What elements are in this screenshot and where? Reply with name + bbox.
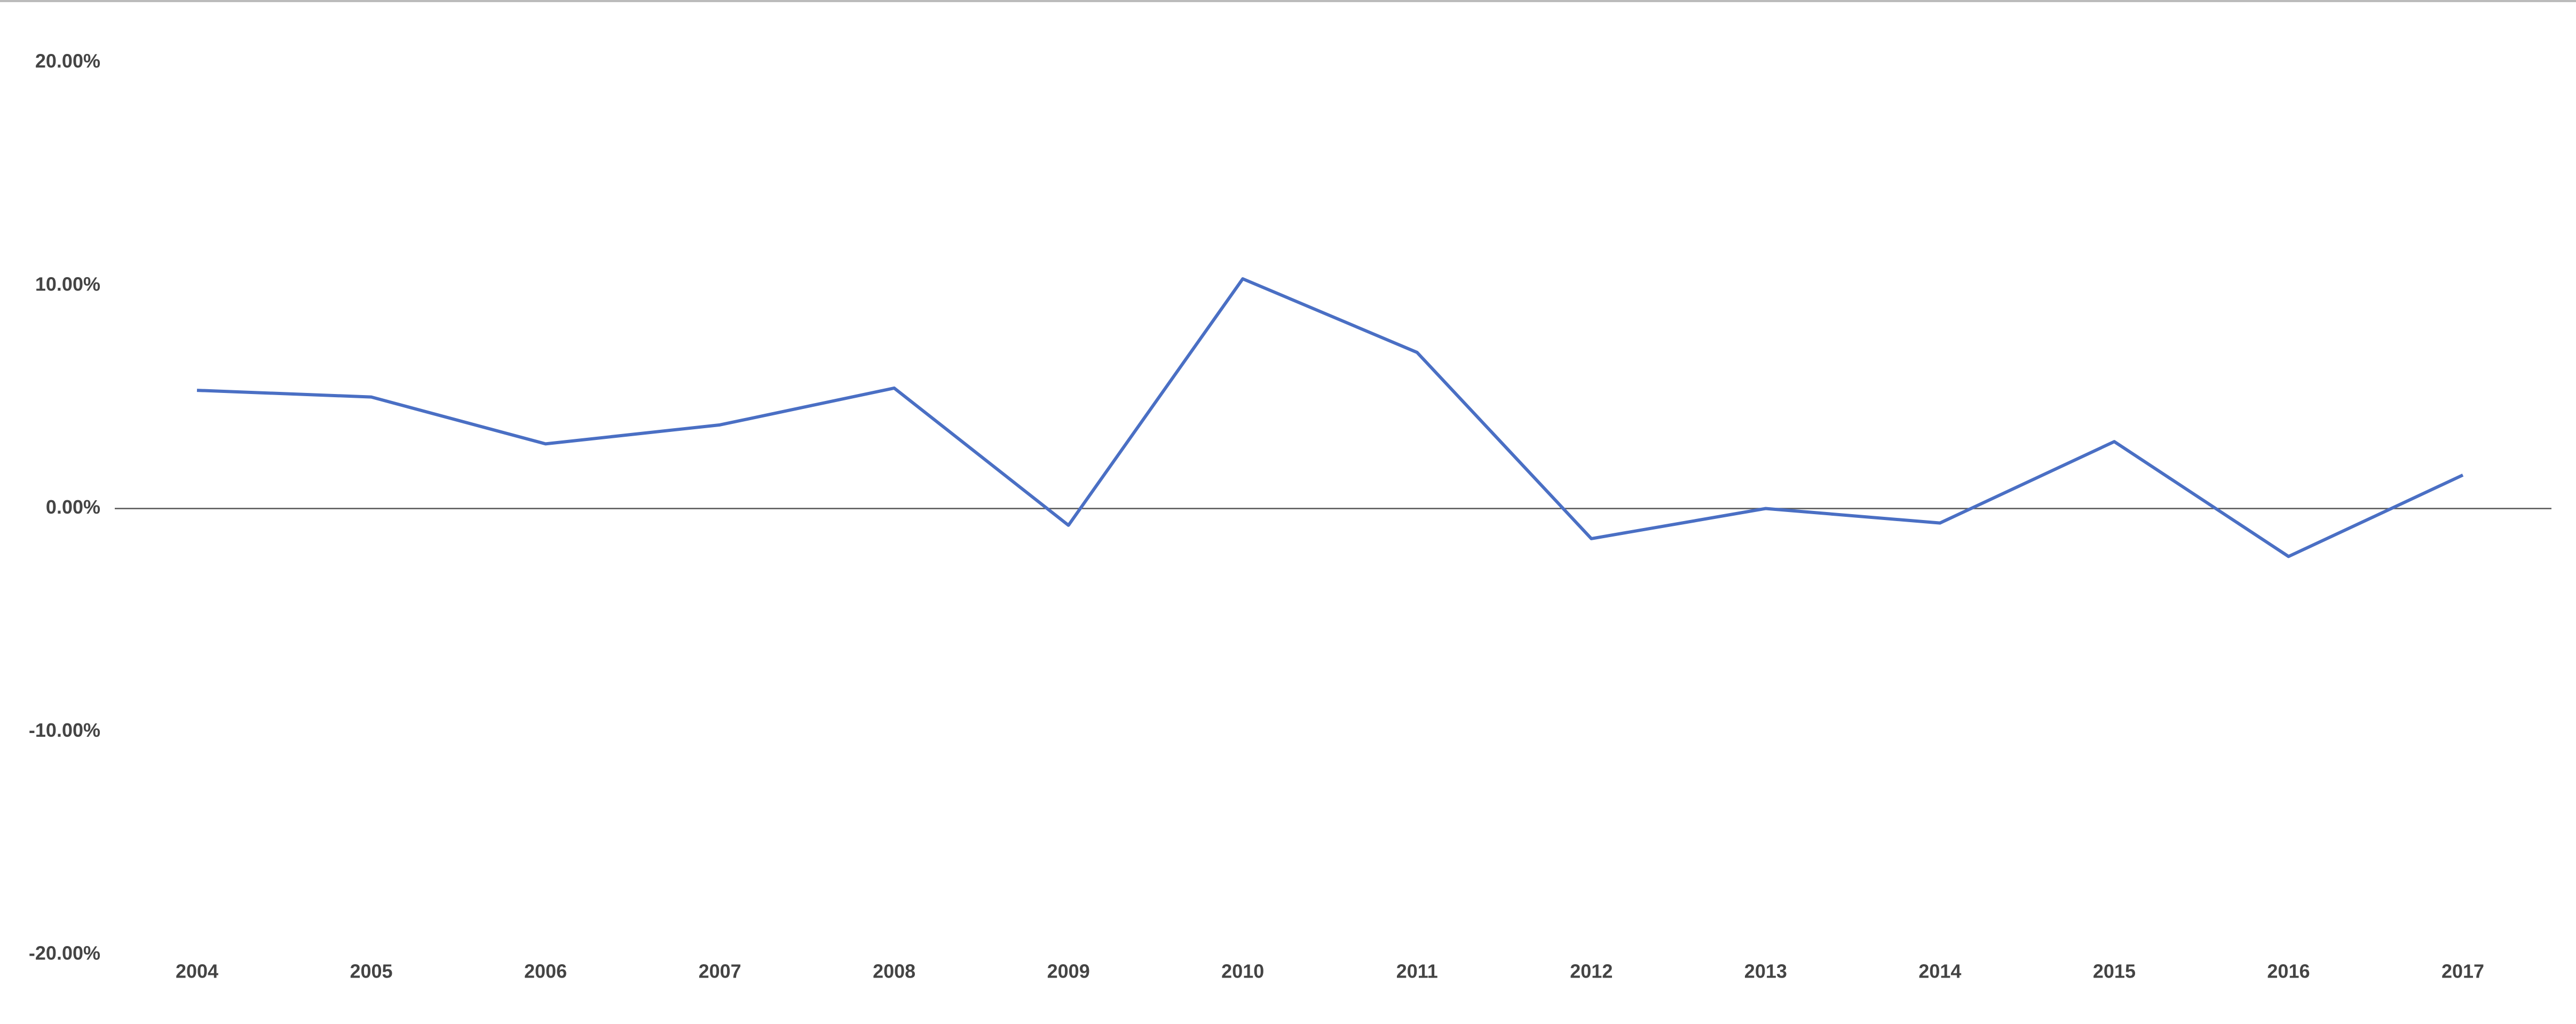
y-tick-label: 20.00%	[35, 50, 100, 72]
x-tick-label: 2007	[699, 960, 741, 982]
y-tick-label: 10.00%	[35, 273, 100, 295]
y-tick-label: -20.00%	[29, 942, 100, 964]
x-tick-label: 2012	[1570, 960, 1613, 982]
data-line	[196, 277, 2464, 558]
x-tick-label: 2008	[873, 960, 915, 982]
x-tick-label: 2013	[1744, 960, 1787, 982]
y-tick-label: -10.00%	[29, 719, 100, 741]
x-tick-label: 2004	[176, 960, 218, 982]
x-tick-label: 2010	[1221, 960, 1264, 982]
y-tick-label: 0.00%	[46, 496, 100, 518]
x-tick-label: 2014	[1918, 960, 1961, 982]
x-tick-label: 2017	[2441, 960, 2484, 982]
x-tick-label: 2009	[1047, 960, 1090, 982]
x-tick-label: 2011	[1396, 960, 1438, 982]
x-tick-label: 2015	[2093, 960, 2136, 982]
x-tick-label: 2005	[350, 960, 392, 982]
x-tick-label: 2006	[524, 960, 567, 982]
x-tick-label: 2016	[2267, 960, 2310, 982]
